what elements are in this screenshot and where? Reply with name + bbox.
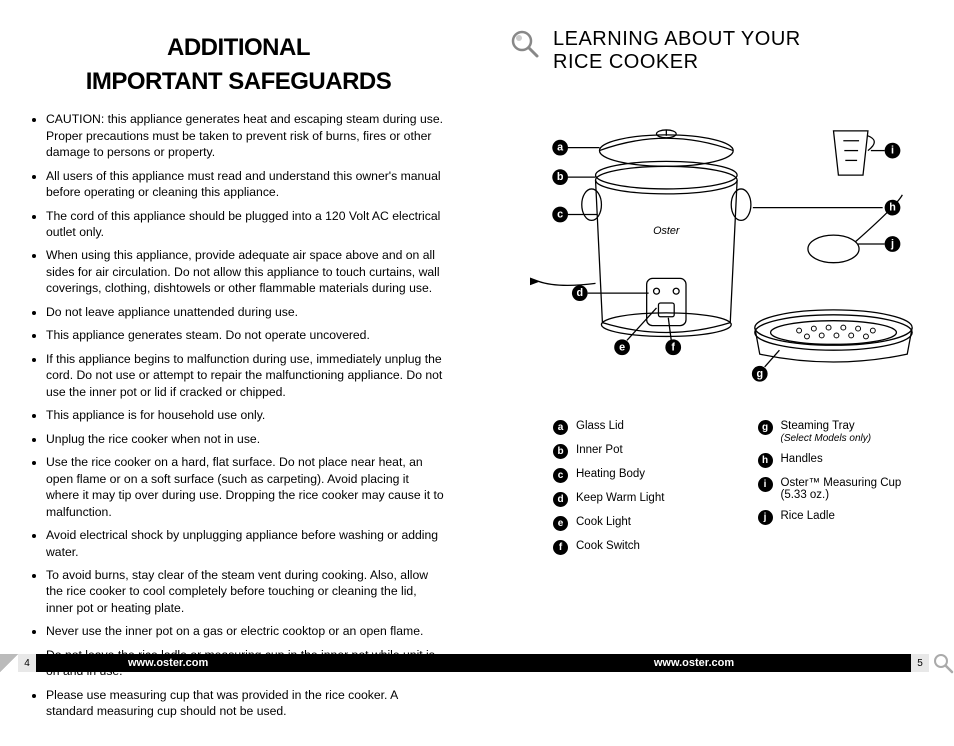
- legend-text: Keep Warm Light: [576, 492, 664, 504]
- page-number: 4: [18, 654, 36, 672]
- learning-title: LEARNING ABOUT YOUR RICE COOKER: [553, 28, 801, 74]
- safeguard-item: If this appliance begins to malfunction …: [46, 351, 445, 400]
- title-line2: IMPORTANT SAFEGUARDS: [86, 68, 392, 95]
- legend-item: e Cook Light: [553, 516, 718, 531]
- svg-text:i: i: [891, 145, 894, 157]
- legend-item: a Glass Lid: [553, 420, 718, 435]
- left-page: ADDITIONAL IMPORTANT SAFEGUARDS CAUTION:…: [0, 0, 477, 700]
- legend-text: Cook Light: [576, 516, 631, 528]
- legend-badge: d: [553, 492, 568, 507]
- legend-item: b Inner Pot: [553, 444, 718, 459]
- legend-item: d Keep Warm Light: [553, 492, 718, 507]
- right-footer: www.oster.com 5: [477, 654, 954, 672]
- footer-url: www.oster.com: [128, 657, 208, 669]
- footer-url: www.oster.com: [654, 657, 734, 669]
- safeguards-title: ADDITIONAL IMPORTANT SAFEGUARDS: [32, 28, 445, 95]
- safeguard-item: When using this appliance, provide adequ…: [46, 247, 445, 296]
- rtitle-line2: RICE COOKER: [553, 51, 699, 73]
- legend-item: g Steaming Tray(Select Models only): [758, 420, 923, 444]
- svg-text:d: d: [576, 287, 583, 299]
- svg-text:Oster: Oster: [653, 225, 680, 237]
- legend-badge: e: [553, 516, 568, 531]
- safeguard-item: All users of this appliance must read an…: [46, 168, 445, 201]
- legend-item: f Cook Switch: [553, 540, 718, 555]
- safeguard-item: To avoid burns, stay clear of the steam …: [46, 567, 445, 616]
- rtitle-line1: LEARNING ABOUT YOUR: [553, 28, 801, 50]
- svg-text:b: b: [557, 171, 564, 183]
- safeguard-item: Do not leave appliance unattended during…: [46, 304, 445, 320]
- safeguard-item: Please use measuring cup that was provid…: [46, 687, 445, 720]
- legend-item: c Heating Body: [553, 468, 718, 483]
- svg-text:c: c: [557, 209, 563, 221]
- legend-item: i Oster™ Measuring Cup (5.33 oz.): [758, 477, 923, 501]
- legend-text: Steaming Tray(Select Models only): [781, 420, 872, 444]
- footer-bar: www.oster.com: [477, 654, 911, 672]
- legend-text: Heating Body: [576, 468, 645, 480]
- corner-fold-icon: [0, 654, 18, 672]
- page-number: 5: [911, 654, 929, 672]
- left-footer: 4 www.oster.com: [0, 654, 477, 672]
- legend-text: Rice Ladle: [781, 510, 835, 522]
- legend-badge: j: [758, 510, 773, 525]
- legend-item: h Handles: [758, 453, 923, 468]
- svg-text:h: h: [889, 202, 896, 214]
- legend-badge: f: [553, 540, 568, 555]
- parts-legend: a Glass Lid b Inner Pot c Heating Body d Keep W…: [509, 420, 922, 564]
- safeguard-item: CAUTION: this appliance generates heat a…: [46, 111, 445, 160]
- safeguard-item: Avoid electrical shock by unplugging app…: [46, 527, 445, 560]
- safeguard-item: Use the rice cooker on a hard, flat surf…: [46, 454, 445, 520]
- legend-item: j Rice Ladle: [758, 510, 923, 525]
- svg-text:e: e: [619, 341, 625, 353]
- magnifier-icon: [932, 652, 954, 674]
- legend-badge: h: [758, 453, 773, 468]
- legend-badge: c: [553, 468, 568, 483]
- legend-text: Glass Lid: [576, 420, 624, 432]
- legend-badge: b: [553, 444, 568, 459]
- legend-text: Cook Switch: [576, 540, 640, 552]
- legend-col-right: g Steaming Tray(Select Models only) h Handl…: [758, 420, 923, 564]
- legend-col-left: a Glass Lid b Inner Pot c Heating Body d Keep W…: [553, 420, 718, 564]
- legend-text: Handles: [781, 453, 823, 465]
- safeguard-item: The cord of this appliance should be plu…: [46, 208, 445, 241]
- safeguard-item: Unplug the rice cooker when not in use.: [46, 431, 445, 447]
- legend-badge: a: [553, 420, 568, 435]
- safeguard-item: Never use the inner pot on a gas or elec…: [46, 623, 445, 639]
- magnifier-icon: [509, 28, 541, 60]
- rice-cooker-diagram: Oster: [509, 94, 922, 394]
- svg-text:a: a: [557, 142, 564, 154]
- legend-badge: g: [758, 420, 773, 435]
- safeguard-item: This appliance generates steam. Do not o…: [46, 327, 445, 343]
- title-line1: ADDITIONAL: [167, 34, 310, 61]
- legend-text: Oster™ Measuring Cup (5.33 oz.): [781, 477, 923, 501]
- svg-text:f: f: [671, 341, 675, 353]
- right-page: LEARNING ABOUT YOUR RICE COOKER Oster: [477, 0, 954, 700]
- safeguards-list: CAUTION: this appliance generates heat a…: [32, 111, 445, 720]
- svg-text:g: g: [756, 368, 763, 380]
- safeguard-item: This appliance is for household use only…: [46, 407, 445, 423]
- svg-text:j: j: [890, 238, 894, 250]
- footer-bar: www.oster.com: [36, 654, 477, 672]
- legend-text: Inner Pot: [576, 444, 623, 456]
- legend-badge: i: [758, 477, 773, 492]
